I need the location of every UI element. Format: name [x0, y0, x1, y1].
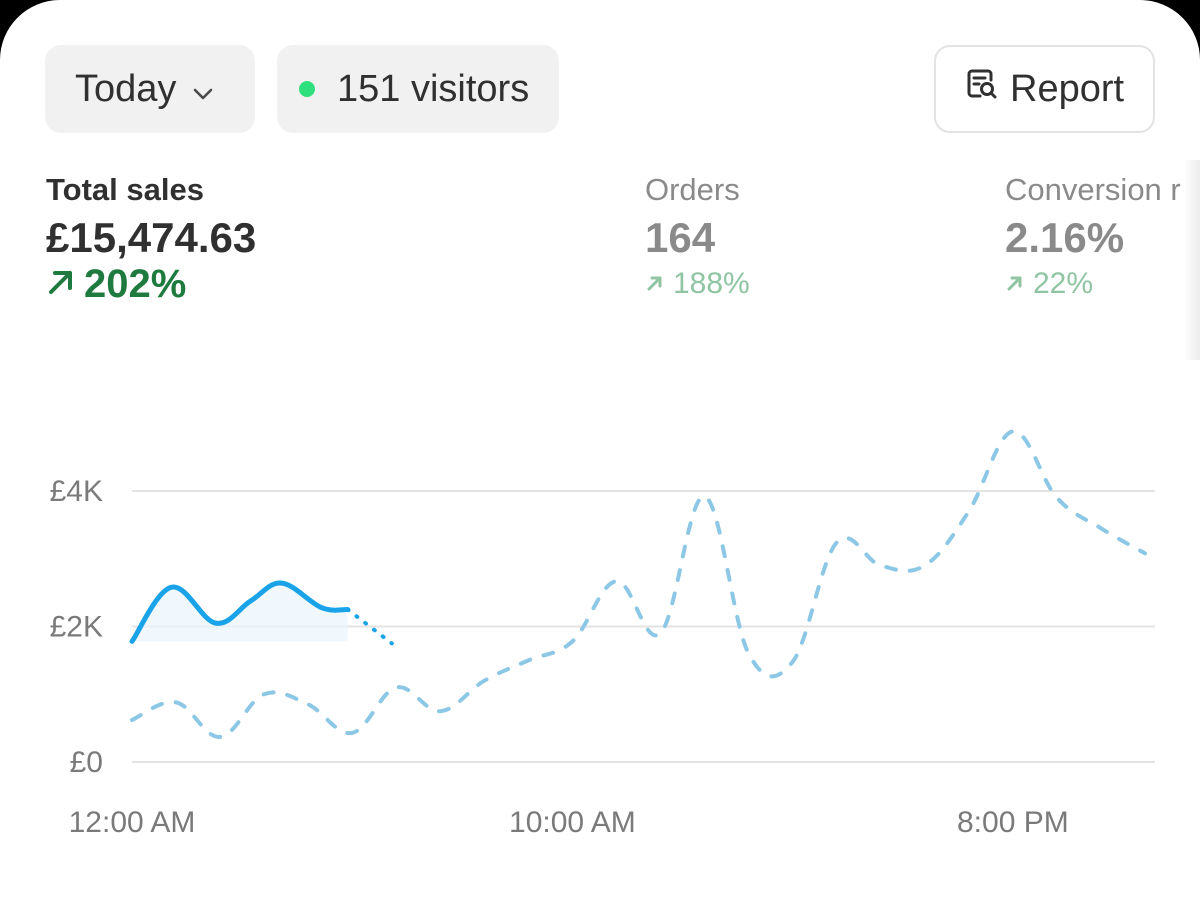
metric-change: 188% [645, 264, 750, 304]
report-search-icon [964, 66, 1000, 112]
scroll-fade [1184, 160, 1200, 360]
metric-label: Conversion r [1005, 172, 1181, 207]
metric-orders[interactable]: Orders 164 188% [645, 170, 750, 304]
arrow-up-right-icon [645, 264, 665, 304]
metric-value: 164 [645, 214, 716, 261]
y-tick-label: £2K [50, 611, 103, 644]
report-button[interactable]: Report [934, 45, 1155, 133]
metric-label: Total sales [46, 172, 204, 207]
arrow-up-right-icon [1005, 264, 1025, 304]
x-tick-label: 12:00 AM [69, 806, 196, 839]
metric-value: £15,474.63 [46, 214, 257, 261]
current-series-line [129, 580, 351, 644]
sales-line-chart: £0 £2K £4K 12:00 AM 10:00 AM 8:00 PM [50, 429, 1155, 839]
metric-change-value: 22% [1033, 267, 1094, 300]
metric-change-value: 202% [84, 262, 187, 306]
chevron-down-icon [192, 68, 214, 111]
metric-change: 22% [1005, 264, 1181, 304]
metric-change-value: 188% [673, 267, 750, 300]
date-filter-button[interactable]: Today [45, 45, 255, 133]
report-label: Report [1010, 67, 1125, 110]
arrow-up-right-icon [46, 264, 76, 304]
x-tick-label: 10:00 AM [509, 806, 636, 839]
date-filter-label: Today [75, 67, 177, 110]
visitors-label: 151 visitors [337, 67, 530, 110]
metric-change: 202% [46, 264, 256, 304]
metric-conversion-rate[interactable]: Conversion r 2.16% 22% [1005, 170, 1181, 304]
comparison-series-line [130, 429, 1147, 739]
x-tick-label: 8:00 PM [957, 806, 1069, 839]
metric-value: 2.16% [1005, 214, 1125, 261]
live-status-dot [299, 81, 315, 97]
y-tick-label: £0 [70, 746, 103, 779]
live-visitors-badge[interactable]: 151 visitors [277, 45, 559, 133]
metric-label: Orders [645, 172, 740, 207]
y-tick-label: £4K [50, 475, 103, 508]
metric-total-sales[interactable]: Total sales £15,474.63 202% [46, 170, 256, 304]
